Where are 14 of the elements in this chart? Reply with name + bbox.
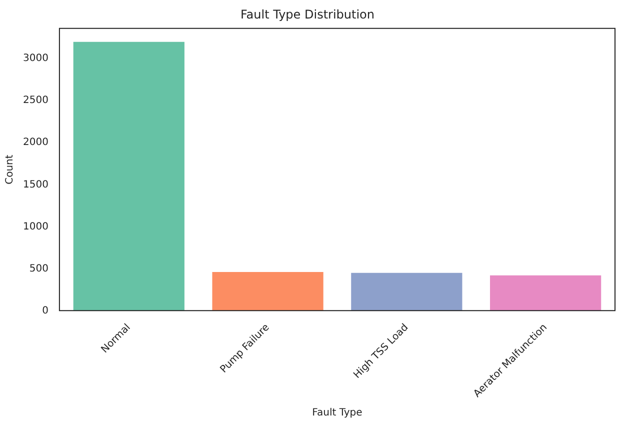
bar bbox=[212, 272, 324, 311]
x-axis-title: Fault Type bbox=[312, 408, 362, 419]
y-tick-label: 0 bbox=[42, 305, 48, 316]
y-tick-label: 3000 bbox=[22, 53, 48, 64]
bar bbox=[351, 272, 462, 311]
bar bbox=[73, 42, 184, 311]
bar bbox=[490, 275, 602, 311]
y-tick-label: 1500 bbox=[22, 179, 48, 190]
y-tick-label: 1000 bbox=[22, 221, 48, 232]
chart-title: Fault Type Distribution bbox=[240, 7, 374, 22]
y-tick-label: 500 bbox=[29, 263, 48, 274]
y-tick-label: 2500 bbox=[22, 95, 48, 106]
y-axis-title: Count bbox=[4, 154, 16, 184]
y-tick-label: 2000 bbox=[22, 137, 48, 148]
